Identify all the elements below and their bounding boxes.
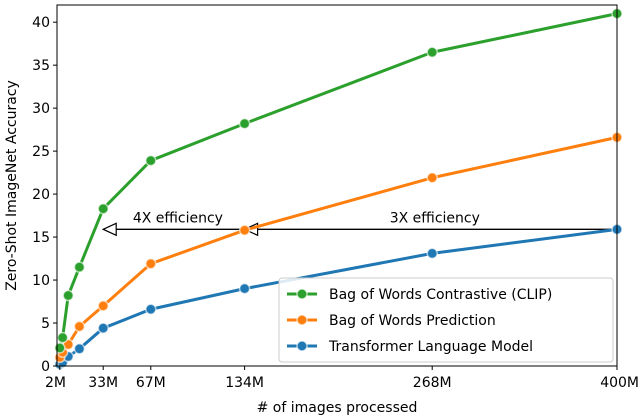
y-tick-label: 30 — [32, 101, 50, 117]
legend-swatch-marker — [296, 340, 308, 352]
x-tick-label: 33M — [88, 375, 118, 391]
data-point — [62, 289, 74, 302]
y-tick-label: 15 — [32, 230, 50, 246]
x-tick-label: 134M — [225, 375, 264, 391]
data-point — [145, 303, 157, 316]
legend-swatch-marker — [296, 314, 308, 326]
data-point — [238, 224, 251, 236]
data-point — [54, 342, 66, 354]
annotation-label: 3X efficiency — [390, 210, 480, 226]
data-point — [56, 331, 69, 344]
data-point — [97, 300, 109, 312]
data-point — [145, 257, 157, 270]
legend-item: Bag of Words Contrastive (CLIP) — [287, 287, 552, 303]
data-point — [238, 117, 251, 130]
legend-label: Bag of Words Prediction — [329, 313, 496, 329]
data-point — [73, 343, 86, 355]
legend-swatch-marker — [296, 288, 308, 300]
data-point — [426, 172, 438, 184]
data-point — [145, 154, 157, 167]
data-point — [97, 322, 109, 334]
data-point — [97, 202, 109, 215]
x-tick-label: 400M — [600, 375, 639, 391]
data-point — [426, 46, 438, 59]
y-tick-label: 0 — [41, 359, 50, 375]
annotation-label: 4X efficiency — [133, 210, 223, 226]
axes: 0 5 10 15 20 25 30 35 40 2M 33M 67M 134M 268M 400M — [32, 4, 639, 391]
y-axis-label: Zero-Shot ImageNet Accuracy — [4, 80, 20, 291]
x-tick-label: 2M — [45, 375, 66, 391]
y-tick-label: 35 — [32, 58, 50, 74]
annotations: 4X efficiency 3X efficiency — [101, 210, 617, 237]
legend-box — [278, 277, 614, 363]
data-point — [73, 261, 86, 273]
efficiency-annotation: 4X efficiency — [101, 210, 245, 237]
x-axis-label: # of images processed — [257, 400, 418, 416]
legend-item: Transformer Language Model — [287, 339, 533, 355]
plot-frame — [56, 4, 618, 367]
series — [54, 7, 623, 354]
legend: Bag of Words Contrastive (CLIP) Bag of Wo… — [278, 277, 614, 363]
data-point — [426, 247, 438, 260]
y-tick-label: 20 — [32, 187, 50, 203]
arrow-head — [101, 222, 117, 237]
legend-label: Bag of Words Contrastive (CLIP) — [329, 287, 552, 303]
y-tick-label: 5 — [41, 316, 50, 332]
y-tick-label: 10 — [32, 273, 50, 289]
series-layer — [54, 7, 623, 371]
y-tick-label: 40 — [32, 15, 50, 31]
x-tick-label: 268M — [413, 375, 452, 391]
legend-label: Transformer Language Model — [328, 339, 533, 355]
legend-item: Bag of Words Prediction — [287, 313, 496, 329]
data-point — [73, 320, 86, 333]
x-tick-label: 67M — [136, 375, 166, 391]
data-point — [238, 282, 251, 295]
y-tick-label: 25 — [32, 144, 50, 160]
